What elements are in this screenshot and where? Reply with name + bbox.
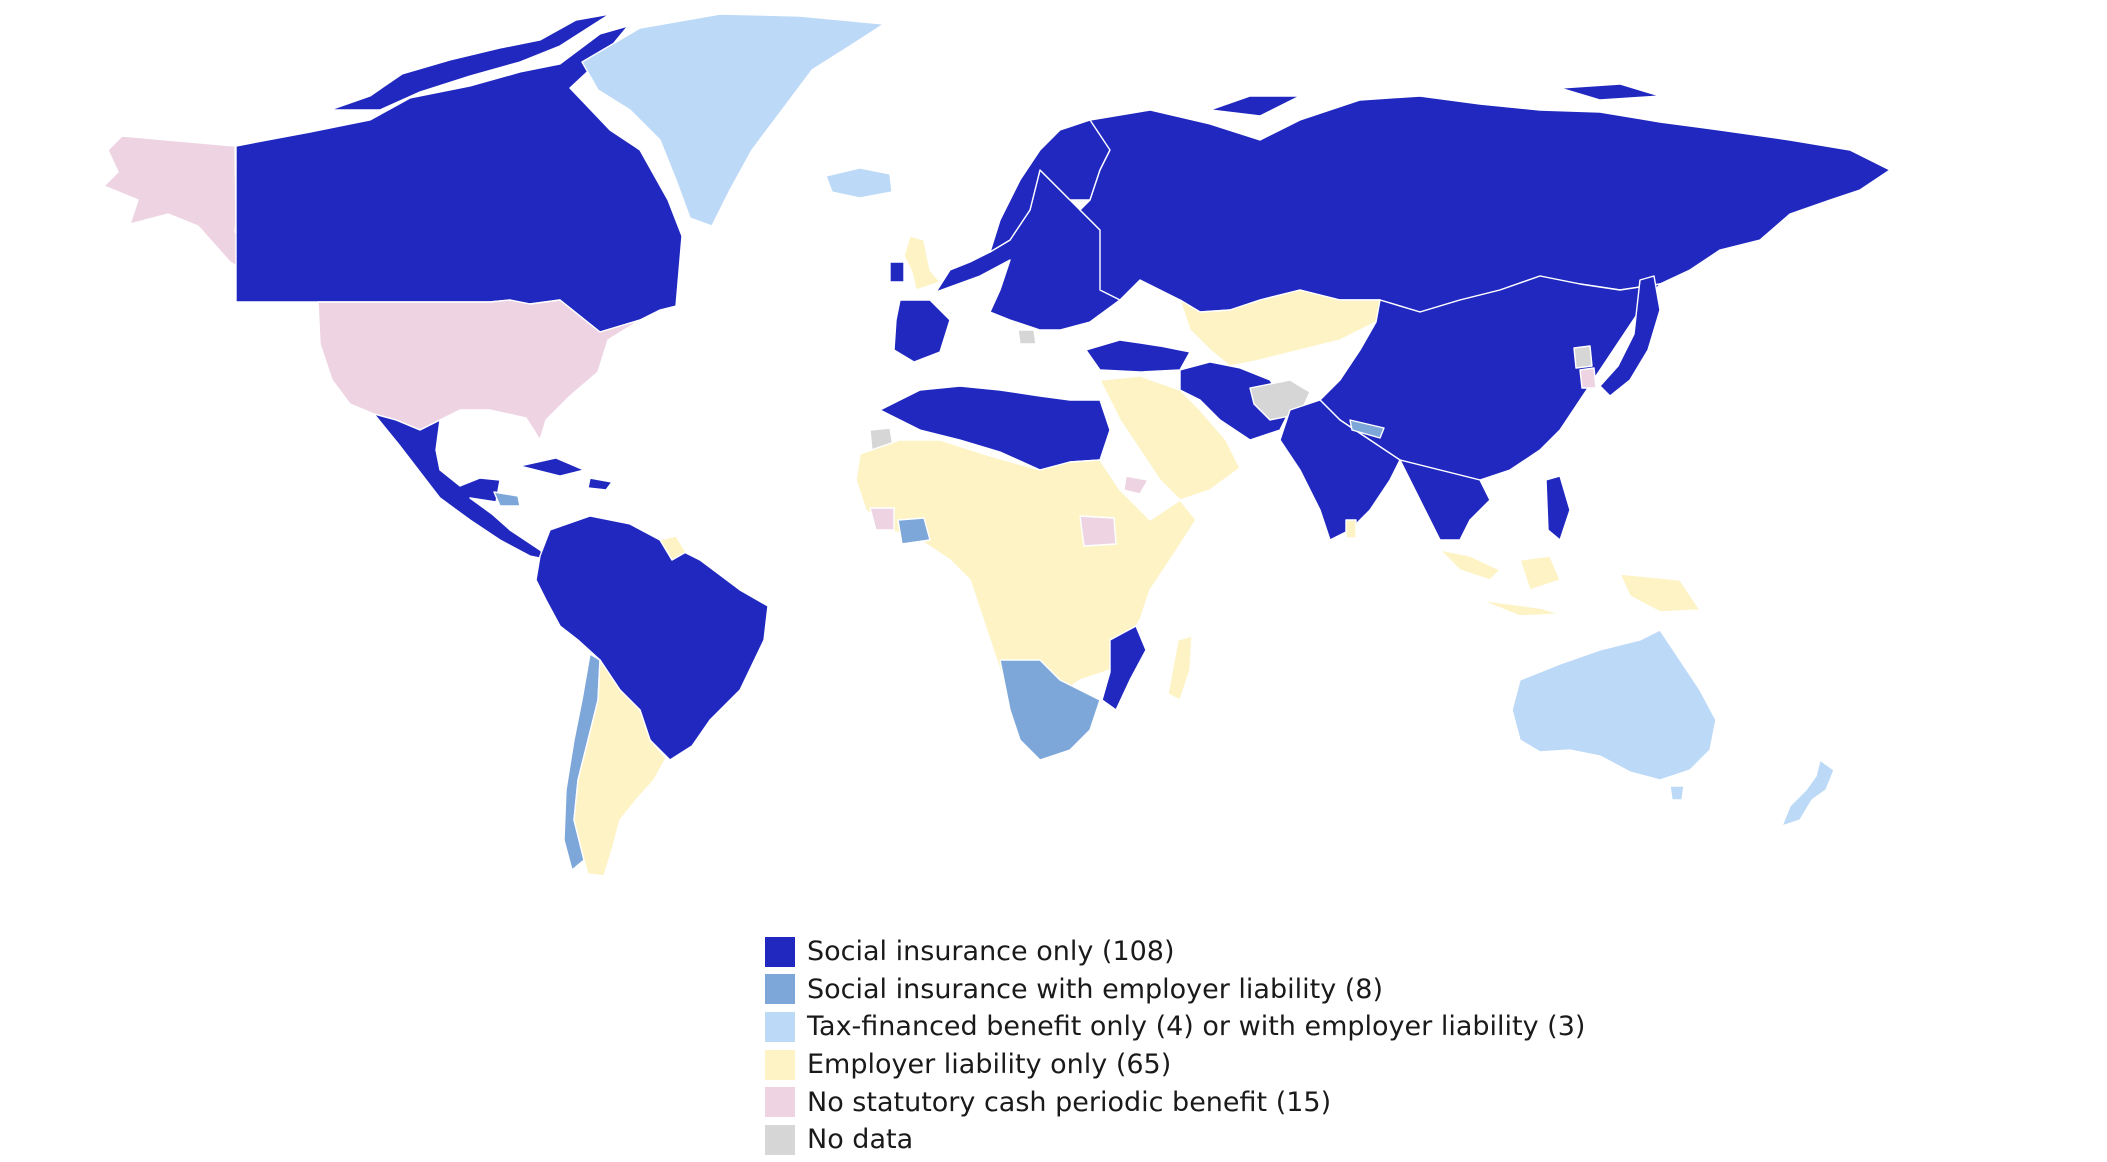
region-new-zealand [1781,759,1835,827]
region-madagascar [1167,635,1193,701]
region-nepal [1349,419,1385,439]
region-southeast-asia [1399,459,1491,541]
region-south-america [535,515,769,761]
legend-swatch [765,1124,795,1155]
region-tasmania [1669,785,1685,801]
legend-label: No statutory cash periodic benefit (15) [807,1086,1332,1118]
region-arabian-peninsula [1099,375,1241,501]
region-west-africa-partial [897,517,931,545]
region-south-sudan [1079,515,1117,547]
region-southern-africa [999,659,1101,761]
legend-swatch [765,1087,795,1118]
legend-label: No data [807,1124,914,1156]
region-iceland [825,167,893,199]
region-north-korea [1573,345,1593,369]
legend-label: Employer liability only (65) [807,1049,1172,1081]
region-south-korea [1579,367,1597,389]
legend-item-social-insurance: Social insurance only (108) [765,933,1665,971]
region-greenland [581,13,885,227]
region-sri-lanka [1345,519,1357,539]
region-north-africa [879,385,1111,471]
region-australia [1511,629,1717,781]
region-united-states [317,299,641,441]
region-iran-iraq [1179,361,1291,441]
legend-item-no-benefit: No statutory cash periodic benefit (15) [765,1083,1665,1121]
region-liberia [869,507,895,531]
legend-swatch [765,1011,795,1042]
region-guianas [659,535,687,561]
region-argentina [573,659,667,877]
legend-item-tax-financed: Tax-financed benefit only (4) or with em… [765,1008,1665,1046]
region-central-america-partial [493,491,521,507]
region-balkans-nodata [1017,329,1037,345]
legend-item-no-data: No data [765,1121,1665,1159]
region-caribbean [519,457,613,491]
legend-label: Tax-financed benefit only (4) or with em… [807,1011,1586,1043]
region-japan [1599,275,1661,397]
legend-item-social-insurance-employer: Social insurance with employer liability… [765,971,1665,1009]
region-turkey [1085,339,1191,373]
region-canada-arctic-islands [329,13,611,111]
region-philippines [1545,475,1571,541]
legend-swatch [765,936,795,967]
region-mexico-central-america [373,413,551,561]
region-united-kingdom [903,235,941,291]
legend-label: Social insurance only (108) [807,936,1175,968]
world-map [103,13,1891,877]
region-ireland [889,261,905,283]
region-indonesia [1439,549,1701,617]
region-russia [1079,95,1891,313]
region-russia-arctic-islands [1209,83,1661,117]
region-india [1279,399,1401,541]
region-horn-of-africa [1123,475,1149,495]
legend-swatch [765,1049,795,1080]
legend-swatch [765,974,795,1005]
legend-item-employer-liability: Employer liability only (65) [765,1046,1665,1084]
legend-label: Social insurance with employer liability… [807,973,1384,1005]
region-mozambique [1101,625,1147,711]
map-legend: Social insurance only (108) Social insur… [765,933,1665,1159]
